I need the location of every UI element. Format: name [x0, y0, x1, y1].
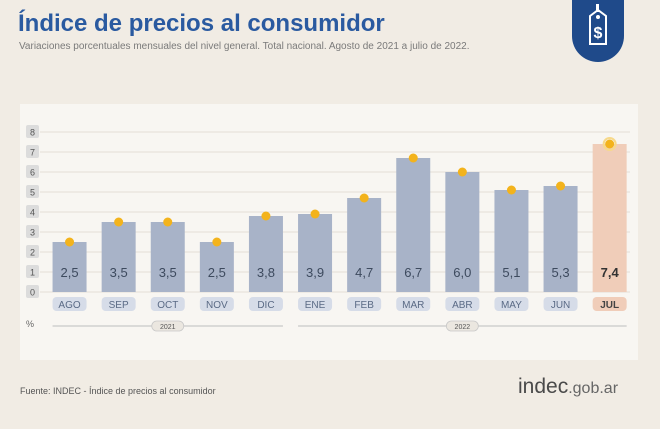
value-marker [212, 237, 222, 247]
y-tick-box [26, 245, 39, 258]
value-label: 7,4 [601, 265, 620, 280]
y-tick-box [26, 125, 39, 138]
category-label-box [101, 297, 136, 311]
value-marker [261, 211, 271, 221]
logo-badge: $ [572, 0, 624, 62]
value-label: 4,7 [355, 265, 373, 280]
source-note: Fuente: INDEC - Índice de precios al con… [20, 386, 216, 396]
value-label: 3,5 [110, 265, 128, 280]
category-label-box [298, 297, 333, 311]
bar [543, 186, 578, 292]
brand-logo: indec.gob.ar [518, 375, 618, 399]
y-tick-label: 7 [30, 148, 35, 158]
y-tick-label: 5 [30, 188, 35, 198]
bar [52, 242, 87, 292]
bar [298, 214, 333, 292]
brand-suffix: .gob.ar [568, 380, 619, 397]
category-label: JUN [551, 300, 570, 311]
brand-main: indec [518, 375, 569, 398]
value-label: 3,9 [306, 265, 324, 280]
category-label-box [150, 297, 185, 311]
y-tick-label: 8 [30, 128, 35, 138]
value-label: 6,7 [404, 265, 422, 280]
category-label: ABR [452, 300, 473, 311]
value-marker [163, 217, 173, 227]
value-marker [114, 217, 124, 227]
year-label: 2022 [455, 324, 471, 331]
bar [199, 242, 234, 292]
value-marker [310, 209, 320, 219]
category-label: ENE [305, 300, 326, 311]
category-label-box [592, 297, 627, 311]
year-label: 2021 [160, 324, 176, 331]
category-label: DIC [257, 300, 274, 311]
category-label: NOV [206, 300, 228, 311]
category-label: MAY [501, 300, 522, 311]
bar [150, 222, 185, 292]
y-tick-label: 3 [30, 228, 35, 238]
value-marker [605, 139, 615, 149]
y-tick-label: 6 [30, 168, 35, 178]
year-pill [151, 320, 185, 332]
value-label: 6,0 [453, 265, 471, 280]
category-label-box [445, 297, 480, 311]
y-tick-box [26, 285, 39, 298]
value-label: 3,8 [257, 265, 275, 280]
y-unit-label: % [26, 319, 34, 329]
svg-text:$: $ [594, 25, 603, 42]
category-label: OCT [157, 300, 178, 311]
y-tick-label: 4 [30, 208, 35, 218]
category-label-box [248, 297, 283, 311]
bar [396, 158, 431, 292]
category-label-box [543, 297, 578, 311]
category-label: AGO [58, 300, 80, 311]
page-subtitle: Variaciones porcentuales mensuales del n… [19, 41, 470, 52]
y-tick-box [26, 145, 39, 158]
value-marker [65, 237, 75, 247]
value-marker [457, 167, 467, 177]
category-label-box [396, 297, 431, 311]
bar [445, 172, 480, 292]
y-tick-label: 2 [30, 248, 35, 258]
value-label: 2,5 [61, 265, 79, 280]
category-label-box [199, 297, 234, 311]
category-label: FEB [354, 300, 374, 311]
bar [494, 190, 529, 292]
category-label-box [347, 297, 382, 311]
y-tick-box [26, 225, 39, 238]
value-marker [408, 153, 418, 163]
value-marker [359, 193, 369, 203]
value-marker [556, 181, 566, 191]
value-marker [506, 185, 516, 195]
y-tick-box [26, 185, 39, 198]
y-tick-box [26, 265, 39, 278]
y-tick-label: 0 [30, 288, 35, 298]
value-label: 5,3 [552, 265, 570, 280]
marker-halo [602, 137, 617, 151]
category-label: MAR [402, 300, 424, 311]
value-label: 3,5 [159, 265, 177, 280]
year-pill [445, 320, 479, 332]
bar [101, 222, 136, 292]
bar [347, 198, 382, 292]
category-label-box [52, 297, 87, 311]
category-label-box [494, 297, 529, 311]
price-tag-dollar-icon: $ [589, 4, 607, 45]
value-label: 5,1 [502, 265, 520, 280]
y-tick-box [26, 165, 39, 178]
value-label: 2,5 [208, 265, 226, 280]
bar [592, 144, 627, 292]
category-label: SEP [109, 300, 129, 311]
y-tick-label: 1 [30, 268, 35, 278]
bar [248, 216, 283, 292]
page-title: Índice de precios al consumidor [18, 10, 385, 37]
y-tick-box [26, 205, 39, 218]
category-label: JUL [600, 300, 619, 311]
